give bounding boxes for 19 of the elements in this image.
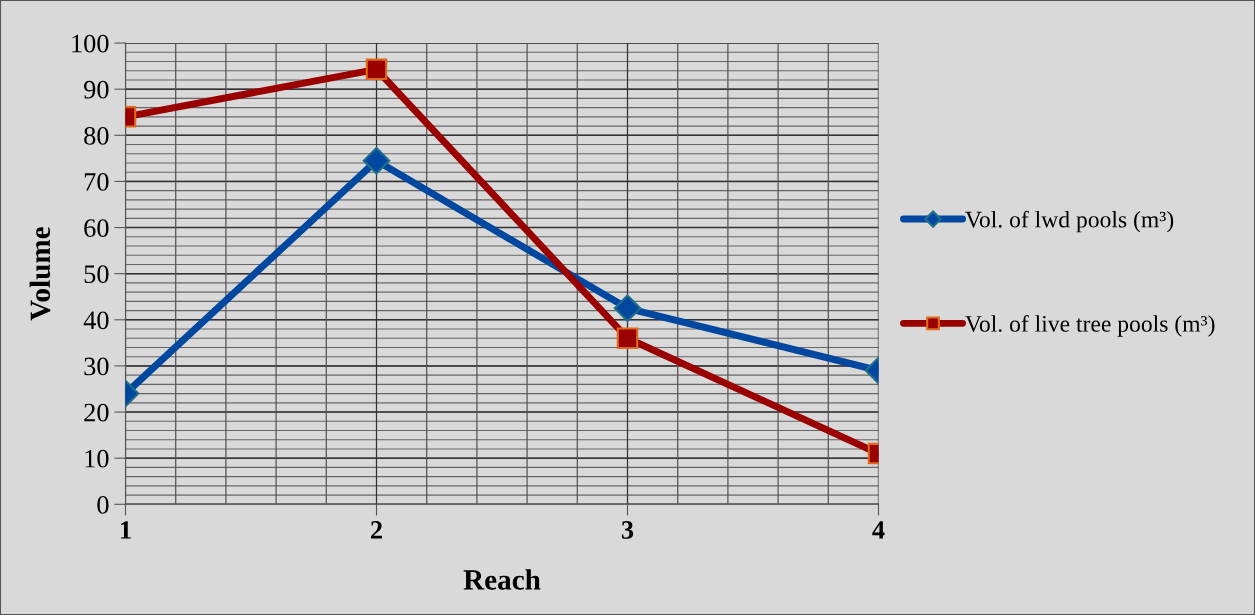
x-tick-label: 2 (371, 521, 382, 539)
y-axis-title: Volume (29, 227, 51, 321)
x-tick-label: 4 (872, 521, 885, 539)
legend-label: Vol. of lwd pools (m³) (965, 210, 1174, 233)
y-tick-label: 50 (84, 265, 109, 284)
x-tick-label: 3 (621, 521, 634, 539)
y-tick-label: 60 (84, 219, 109, 237)
y-tick-label: 40 (83, 311, 109, 330)
y-tick-label: 70 (84, 173, 109, 191)
y-tick-label: 80 (84, 126, 109, 145)
y-tick-label: 90 (83, 80, 109, 99)
y-tick-label: 0 (97, 495, 109, 514)
legend-label: Vol. of live tree pools (m³) (965, 314, 1215, 337)
y-tick-label: 10 (85, 449, 109, 468)
y-tick-label: 100 (72, 34, 109, 53)
y-tick-label: 30 (84, 357, 109, 376)
y-tick-label: 20 (84, 403, 109, 422)
x-tick-label: 1 (121, 521, 131, 539)
x-axis-title: Reach (463, 569, 541, 590)
